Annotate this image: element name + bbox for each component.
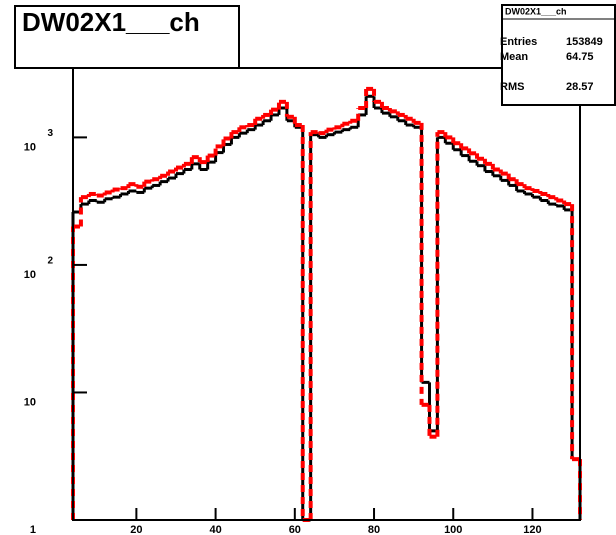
- stats-box: [501, 4, 616, 106]
- y-tick-label: 10: [24, 269, 36, 281]
- stats-label: Mean: [500, 51, 528, 63]
- x-tick-label: 100: [444, 524, 462, 535]
- x-tick-label: 120: [523, 524, 541, 535]
- plot-frame: [72, 67, 581, 521]
- y-tick-label: 10: [24, 396, 36, 408]
- x-tick-label: 40: [209, 524, 221, 535]
- y-tick-exponent: 2: [47, 256, 53, 267]
- stats-label: Entries: [500, 36, 537, 48]
- y-tick-label: 1: [30, 524, 36, 535]
- y-tick-exponent: 3: [47, 128, 53, 139]
- title-box: [14, 5, 240, 69]
- stats-value: 64.75: [566, 51, 594, 63]
- stats-value: 28.57: [566, 81, 594, 93]
- x-tick-label: 20: [130, 524, 142, 535]
- stats-label: RMS: [500, 81, 524, 93]
- stats-name: DW02X1___ch: [505, 6, 567, 16]
- stats-value: 153849: [566, 36, 603, 48]
- x-tick-label: 60: [289, 524, 301, 535]
- y-tick-label: 10: [24, 141, 36, 153]
- x-tick-label: 80: [368, 524, 380, 535]
- chart-title: DW02X1___ch: [22, 7, 200, 37]
